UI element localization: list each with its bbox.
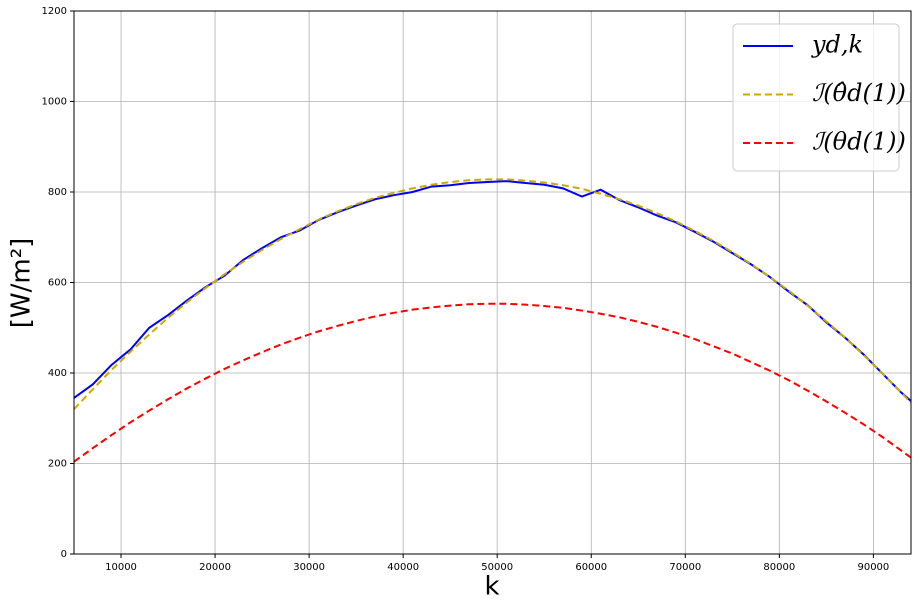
y-tick-label: 200 [48,459,67,470]
plot-frame [73,10,912,555]
x-tick-label: 60000 [575,562,607,573]
x-tick-label: 40000 [387,562,419,573]
y-tick-label: 1200 [42,6,67,17]
series-line [73,302,912,463]
series-line [73,180,912,402]
y-tick-label: 1000 [42,97,67,108]
x-tick-label: 20000 [199,562,231,573]
y-tick-label: 600 [48,278,67,289]
legend-box [732,23,900,172]
x-axis-label: k [484,572,499,602]
y-axis-label: [W/m²] [7,238,37,329]
legend-label: yd,k [811,31,863,59]
legend-label: ℐ(θd(1)) [812,128,906,156]
x-tick-label: 10000 [105,562,137,573]
x-tick-label: 70000 [669,562,701,573]
y-tick-label: 800 [48,187,67,198]
series-line [73,178,912,410]
x-tick-label: 90000 [857,562,889,573]
legend-label: ℐ(θ̂d(1)) [812,79,906,107]
y-tick-label: 0 [61,549,67,560]
x-tick-label: 50000 [481,562,513,573]
x-tick-label: 80000 [763,562,795,573]
y-tick-label: 400 [48,368,67,379]
x-tick-label: 30000 [293,562,325,573]
